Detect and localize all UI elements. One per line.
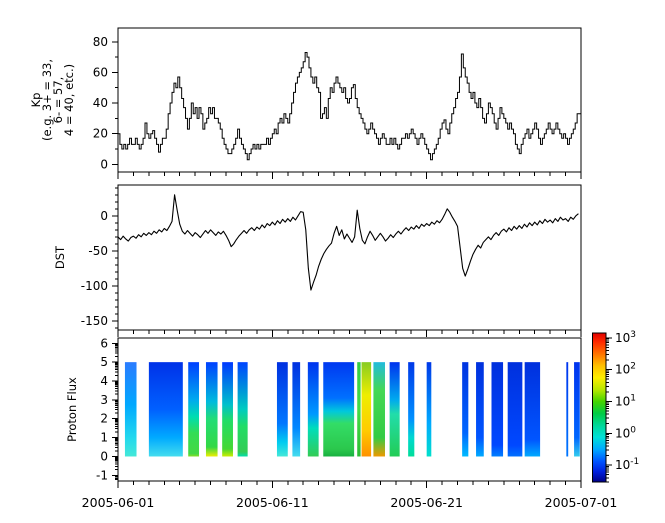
svg-text:20: 20 [93, 127, 108, 141]
kp-ylabel: Kp(e.g. 3+ = 33,6- = 57,4 = 40, etc.) [29, 59, 76, 141]
colorbar-tick-label: 102 [615, 362, 636, 377]
kp-axes [112, 41, 582, 179]
dst-line [117, 194, 579, 291]
proton-flux-band [188, 362, 200, 457]
kp-ytick-labels: 0 20 40 60 80 [93, 35, 108, 172]
svg-text:6- = 57,: 6- = 57, [51, 77, 65, 124]
proton-flux-band [476, 362, 484, 457]
svg-text:Kp: Kp [29, 93, 43, 108]
proton-flux-band [524, 362, 541, 457]
proton-flux-ytick-labels: 6 5 4 3 2 1 0 -1 [96, 336, 108, 482]
proton-flux-band [408, 362, 415, 457]
proton-flux-band [307, 362, 319, 457]
colorbar-gradient [592, 332, 607, 483]
proton-flux-band [222, 362, 233, 457]
svg-text:-100: -100 [81, 279, 108, 293]
svg-text:3: 3 [100, 393, 108, 407]
colorbar-tick-label: 100 [615, 425, 636, 440]
x-axis-date-label: 2005-06-01 [82, 495, 155, 510]
svg-text:4 = 40, etc.): 4 = 40, etc.) [62, 64, 76, 136]
colorbar-tick-label: 101 [615, 393, 636, 408]
svg-text:2: 2 [100, 412, 108, 426]
proton-flux-band [574, 362, 580, 457]
proton-flux-band [357, 362, 361, 457]
colorbar-tick-labels: 103 102 101 100 10-1 [615, 330, 639, 472]
dst-ylabel: DST [53, 245, 67, 269]
x-axis-date-label: 2005-07-01 [545, 495, 618, 510]
x-axis-date-label: 2005-06-11 [236, 495, 309, 510]
proton-flux-band [276, 362, 288, 457]
kp-border [117, 27, 582, 173]
svg-text:-150: -150 [81, 314, 108, 328]
dst-panel: 0 -50 -100 -150 [81, 184, 582, 337]
proton-flux-band [491, 362, 504, 457]
colorbar-tick-label: 10-1 [615, 457, 639, 472]
colorbar-tick-label: 103 [615, 330, 636, 345]
dst-border [117, 184, 582, 331]
proton-flux-band [462, 362, 469, 457]
proton-flux-band [361, 362, 372, 457]
kp-panel: 0 20 40 60 80 [93, 27, 582, 179]
dst-axes [112, 187, 582, 337]
svg-text:0: 0 [100, 209, 108, 223]
svg-text:-50: -50 [88, 244, 108, 258]
proton-flux-band [323, 362, 355, 457]
proton-flux-band [426, 362, 432, 457]
proton-flux-band [205, 362, 218, 457]
proton-flux-axes [112, 342, 582, 488]
svg-text:0: 0 [100, 157, 108, 171]
proton-flux-band [389, 362, 400, 457]
svg-text:40: 40 [93, 96, 108, 110]
proton-flux-band [566, 362, 569, 457]
x-axis-date-label: 2005-06-21 [390, 495, 463, 510]
proton-flux-ylabel: Proton Flux [65, 377, 79, 442]
proton-flux-band [148, 362, 183, 457]
proton-flux-border [117, 337, 582, 482]
svg-text:4: 4 [100, 374, 108, 388]
proton-flux-band [507, 362, 523, 457]
kp-step-line [118, 52, 581, 161]
colorbar: 103 102 101 100 10-1 [592, 330, 639, 483]
svg-text:5: 5 [100, 355, 108, 369]
svg-text:80: 80 [93, 35, 108, 49]
svg-text:6: 6 [100, 336, 108, 350]
svg-text:DST: DST [53, 245, 67, 269]
svg-text:1: 1 [100, 431, 108, 445]
proton-flux-band [124, 362, 137, 457]
x-axis-date-labels: 2005-06-01 2005-06-11 2005-06-21 2005-07-01 [82, 495, 618, 510]
svg-text:Proton Flux: Proton Flux [65, 377, 79, 442]
proton-flux-band [292, 362, 301, 457]
svg-text:-1: -1 [96, 468, 108, 482]
svg-text:(e.g. 3+ = 33,: (e.g. 3+ = 33, [40, 59, 54, 141]
proton-flux-band [237, 362, 248, 457]
proton-flux-band [373, 362, 385, 457]
colorbar-ticks [606, 337, 612, 483]
svg-text:0: 0 [100, 449, 108, 463]
dst-ytick-labels: 0 -50 -100 -150 [81, 209, 108, 328]
svg-text:60: 60 [93, 65, 108, 79]
